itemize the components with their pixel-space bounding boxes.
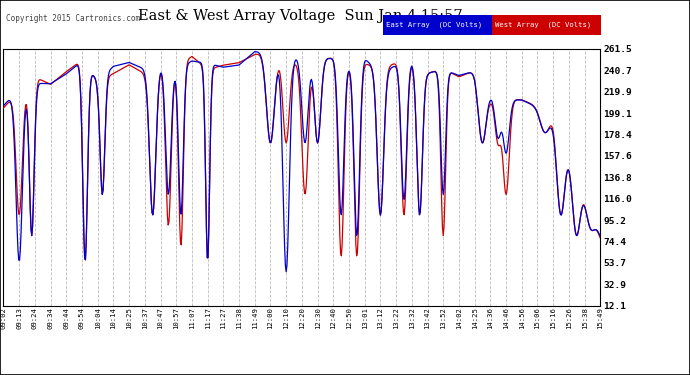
Text: East & West Array Voltage  Sun Jan 4 15:57: East & West Array Voltage Sun Jan 4 15:5… bbox=[138, 9, 462, 23]
Text: West Array  (DC Volts): West Array (DC Volts) bbox=[495, 21, 591, 28]
Text: Copyright 2015 Cartronics.com: Copyright 2015 Cartronics.com bbox=[6, 14, 139, 23]
Text: East Array  (DC Volts): East Array (DC Volts) bbox=[386, 21, 482, 28]
